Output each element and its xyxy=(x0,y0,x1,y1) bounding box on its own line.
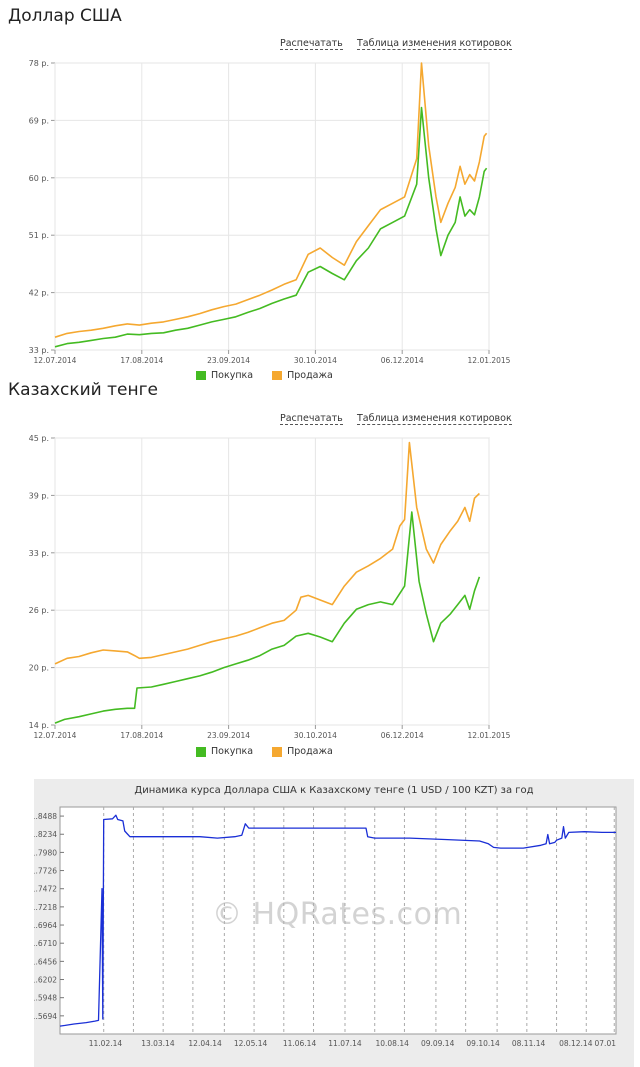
x-tick-label: 17.08.2014 xyxy=(120,356,163,365)
x-tick-label: 23.09.2014 xyxy=(207,356,250,365)
x-tick-label: 17.08.2014 xyxy=(120,731,163,740)
y-tick-label: 1.7726 xyxy=(34,867,57,876)
y-tick-label: 1.6456 xyxy=(34,957,57,966)
sell-series-line xyxy=(54,441,480,665)
chart-legend: Покупка Продажа xyxy=(196,746,349,760)
x-tick-label: 11.02.14 xyxy=(89,1039,123,1048)
legend-label: Покупка xyxy=(211,370,254,381)
x-tick-label: 23.09.2014 xyxy=(207,731,250,740)
y-tick-label: 1.5948 xyxy=(34,994,57,1003)
x-tick-label: 12.07.2014 xyxy=(34,356,77,365)
buy-swatch xyxy=(196,746,206,757)
plot-area xyxy=(59,806,617,1035)
y-tick-label: 45 р. xyxy=(29,434,49,443)
y-tick-label: 1.5694 xyxy=(34,1012,57,1021)
x-tick-label: 09.10.14 xyxy=(466,1039,500,1048)
y-tick-label: 60 р. xyxy=(29,174,49,183)
rates-table-link[interactable]: Таблица изменения котировок xyxy=(357,38,512,50)
y-tick-label: 14 р. xyxy=(29,721,49,730)
sell-swatch xyxy=(272,370,283,381)
x-tick-label: 12.01.2015 xyxy=(468,356,511,365)
legend-item-sell[interactable]: Продажа xyxy=(272,370,333,381)
x-tick-label: 12.01.2015 xyxy=(468,731,511,740)
watermark: © HQRates.com xyxy=(212,897,463,932)
kzt-section: Казахский тенге Распечатать Таблица изме… xyxy=(0,380,520,763)
x-tick-label: 11.07.14 xyxy=(328,1039,362,1048)
y-tick-label: 1.7980 xyxy=(34,848,57,857)
y-tick-label: 1.7218 xyxy=(34,903,57,912)
legend-label: Продажа xyxy=(287,370,333,381)
y-tick-label: 1.6964 xyxy=(34,921,57,930)
chart-title: Динамика курса Доллара США к Казахскому … xyxy=(134,785,534,796)
section-title: Казахский тенге xyxy=(8,380,158,400)
y-tick-label: 1.6710 xyxy=(34,939,57,948)
y-tick-label: 42 р. xyxy=(29,289,49,298)
x-tick-label: 30.10.2014 xyxy=(294,731,337,740)
y-tick-label: 1.7472 xyxy=(34,885,57,894)
sell-swatch xyxy=(272,746,283,757)
y-tick-label: 33 р. xyxy=(29,346,49,355)
legend-item-buy[interactable]: Покупка xyxy=(196,746,253,757)
x-tick-label: 06.12.2014 xyxy=(381,731,424,740)
buy-series-line xyxy=(54,106,488,348)
x-tick-label: 07.01 xyxy=(595,1039,617,1048)
sell-series-line xyxy=(54,62,488,338)
y-tick-label: 1.8488 xyxy=(34,812,57,821)
rates-table-link[interactable]: Таблица изменения котировок xyxy=(357,413,512,425)
usd-kzt-series-line xyxy=(59,814,616,1027)
y-tick-label: 39 р. xyxy=(29,491,49,500)
x-tick-label: 06.12.2014 xyxy=(381,356,424,365)
x-tick-label: 12.04.14 xyxy=(188,1039,222,1048)
legend-label: Покупка xyxy=(211,746,254,757)
y-tick-label: 20 р. xyxy=(29,664,49,673)
x-tick-label: 12.07.2014 xyxy=(34,731,77,740)
y-tick-label: 78 р. xyxy=(29,59,49,68)
kzt-chart: 14 р. 20 р. 26 р. 33 р. 39 р. 45 р. 12.07.2014… xyxy=(29,434,511,740)
plot-area xyxy=(54,437,490,726)
x-tick-label: 10.08.14 xyxy=(375,1039,409,1048)
chart-legend: Покупка Продажа xyxy=(196,370,349,384)
y-tick-label: 69 р. xyxy=(29,116,49,125)
y-tick-label: 51 р. xyxy=(29,231,49,240)
x-tick-label: 11.06.14 xyxy=(283,1039,317,1048)
print-link[interactable]: Распечатать xyxy=(280,38,343,50)
x-tick-label: 30.10.2014 xyxy=(294,356,337,365)
y-tick-label: 1.8234 xyxy=(34,830,57,839)
legend-item-buy[interactable]: Покупка xyxy=(196,370,253,381)
usd-section: Доллар США Распечатать Таблица изменения… xyxy=(0,0,520,385)
legend-label: Продажа xyxy=(287,746,333,757)
x-tick-label: 13.03.14 xyxy=(141,1039,175,1048)
buy-series-line xyxy=(54,511,481,724)
x-tick-label: 08.11.14 xyxy=(512,1039,546,1048)
y-tick-label: 26 р. xyxy=(29,606,49,615)
y-tick-label: 1.6202 xyxy=(34,976,57,985)
x-tick-label: 12.05.14 xyxy=(234,1039,268,1048)
buy-swatch xyxy=(196,370,206,381)
plot-area xyxy=(54,62,490,351)
print-link[interactable]: Распечатать xyxy=(280,413,343,425)
hqrates-chart-panel: Динамика курса Доллара США к Казахскому … xyxy=(34,779,634,1067)
legend-item-sell[interactable]: Продажа xyxy=(272,746,333,757)
section-title: Доллар США xyxy=(8,6,122,26)
x-tick-label: 09.09.14 xyxy=(421,1039,455,1048)
x-tick-label: 08.12.14 xyxy=(559,1039,593,1048)
usd-chart: 33 р. 42 р. 51 р. 60 р. 69 р. 78 р. 12.07.2014… xyxy=(29,59,511,365)
y-tick-label: 33 р. xyxy=(29,549,49,558)
hqrates-chart: 1.5694 1.5948 1.6202 1.6456 1.6710 1.6964 1.72… xyxy=(34,806,617,1048)
